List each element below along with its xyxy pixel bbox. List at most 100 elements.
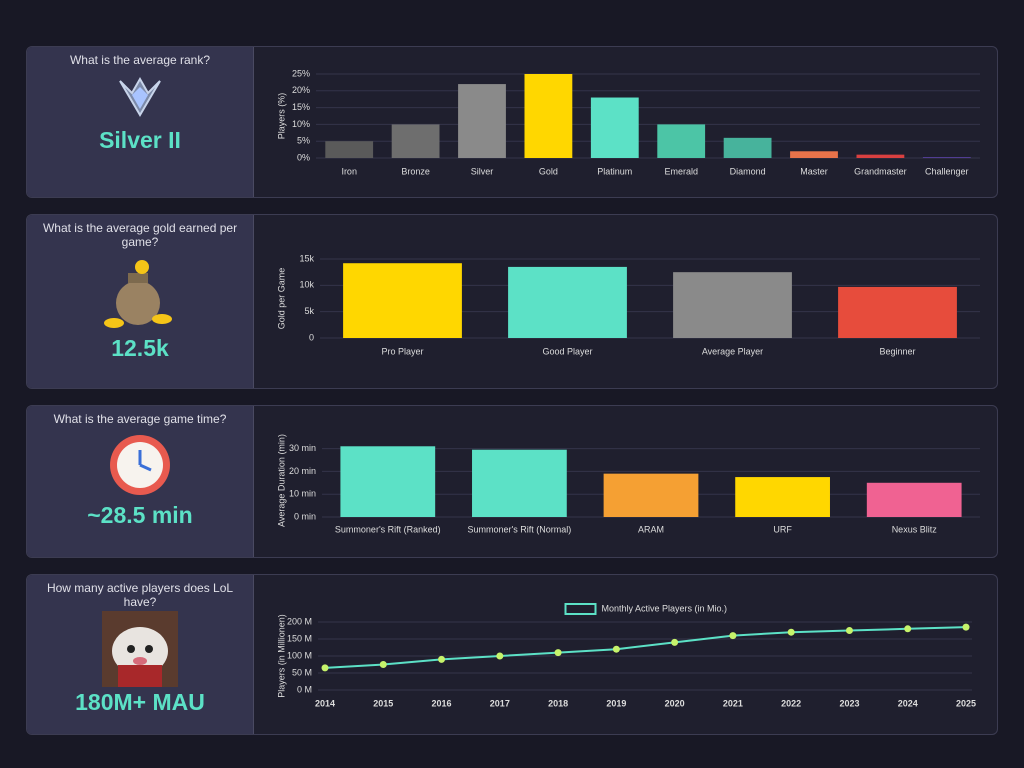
bar (922, 157, 971, 158)
y-tick-label: 10 min (289, 489, 316, 499)
answer: 180M+ MAU (75, 689, 205, 715)
y-tick-label: 200 M (287, 616, 312, 626)
bar (391, 124, 440, 158)
x-tick-label: Good Player (542, 346, 592, 356)
clock (110, 435, 170, 495)
x-tick-label: 2019 (606, 698, 626, 708)
line (324, 626, 967, 669)
y-tick-label: 10k (299, 280, 314, 290)
x-tick-label: 2015 (373, 698, 393, 708)
x-tick-label: 2024 (898, 698, 918, 708)
y-tick-label: 0 min (294, 511, 316, 521)
gold-bag (104, 260, 172, 328)
x-tick-label: Beginner (879, 346, 915, 356)
bar (723, 137, 772, 158)
x-tick-label: ARAM (638, 524, 664, 534)
x-tick-label: Summoner's Rift (Normal) (468, 524, 572, 534)
x-tick-label: Summoner's Rift (Ranked) (335, 524, 441, 534)
question: What is the average game time? (53, 412, 227, 426)
x-tick-label: Diamond (730, 166, 766, 176)
point (321, 664, 329, 672)
bar (790, 151, 838, 158)
y-axis-title: Average Duration (min) (276, 434, 286, 527)
point (962, 623, 970, 631)
bar (343, 263, 462, 338)
x-tick-label: Gold (539, 166, 558, 176)
x-tick-label: Bronze (401, 166, 430, 176)
bar (838, 286, 957, 338)
question: What is the average gold earned per game… (42, 221, 238, 249)
y-tick-label: 20 min (289, 466, 316, 476)
x-tick-label: 2017 (490, 698, 510, 708)
y-axis-title: Players (%) (276, 93, 286, 140)
x-tick-label: Grandmaster (854, 166, 907, 176)
x-tick-label: 2021 (723, 698, 743, 708)
time-panel: What is the average game time? ~28.5 min (27, 406, 254, 557)
y-tick-label: 100 M (287, 650, 312, 660)
y-tick-label: 15% (292, 102, 310, 112)
y-tick-label: 25% (292, 68, 310, 78)
x-tick-label: 2025 (956, 698, 976, 708)
x-tick-label: Platinum (597, 166, 632, 176)
y-tick-label: 10% (292, 119, 310, 129)
bar (866, 482, 962, 517)
chart: Players (%) 0% 5% 10% 15% 20% 25% Iron Bronze Sil… (276, 68, 980, 176)
bar (735, 477, 830, 517)
rank-card: What is the average rank? Silver II Play… (26, 46, 998, 198)
bar (472, 449, 567, 517)
bar (856, 154, 905, 158)
x-tick-label: 2018 (548, 698, 568, 708)
rank-panel: What is the average rank? Silver II (27, 47, 254, 197)
gold-panel: What is the average gold earned per game… (27, 215, 254, 388)
point (787, 628, 795, 636)
bar (673, 272, 792, 338)
legend-label: Monthly Active Players (in Mio.) (602, 603, 728, 613)
point (671, 638, 679, 646)
y-tick-label: 0% (297, 152, 310, 162)
bar (524, 74, 573, 158)
chart: Gold per Game 0 5k 10k 15k Pro Player Good Pla… (276, 253, 980, 356)
time-card: What is the average game time? ~28.5 min… (26, 405, 998, 558)
players-panel: How many active players does LoL have? 1… (27, 575, 254, 734)
bar (340, 446, 436, 517)
x-tick-label: Pro Player (381, 346, 423, 356)
x-tick-label: Silver (471, 166, 494, 176)
y-tick-label: 5k (304, 306, 314, 316)
x-tick-label: 2020 (665, 698, 685, 708)
point (904, 625, 912, 633)
answer: 12.5k (111, 335, 169, 361)
bar (325, 141, 374, 158)
answer: Silver II (99, 127, 181, 153)
x-tick-label: Average Player (702, 346, 763, 356)
point (379, 661, 387, 668)
x-tick-label: Challenger (925, 166, 969, 176)
x-tick-label: URF (773, 524, 792, 534)
point (496, 652, 504, 660)
point (729, 632, 737, 640)
gold-card: What is the average gold earned per game… (26, 214, 998, 389)
y-tick-label: 50 M (292, 667, 312, 677)
bar (458, 84, 506, 158)
poro-image (102, 611, 178, 687)
x-tick-label: 2014 (315, 698, 335, 708)
y-tick-label: 0 (309, 332, 314, 342)
y-axis-title: Players (in Millionen) (276, 614, 286, 698)
point (438, 655, 446, 663)
x-tick-label: 2016 (432, 698, 452, 708)
question: How many active players does LoL have? (46, 581, 234, 609)
chart: Average Duration (min) 0 min 10 min 20 min 3… (276, 434, 980, 534)
bar (590, 97, 639, 158)
players-card: How many active players does LoL have? 1… (26, 574, 998, 735)
bar (657, 124, 706, 158)
y-axis-title: Gold per Game (276, 268, 286, 330)
x-tick-label: 2022 (781, 698, 801, 708)
rank-emblem (119, 76, 161, 117)
y-tick-label: 0 M (297, 684, 312, 694)
y-tick-label: 150 M (287, 633, 312, 643)
y-tick-label: 30 min (289, 443, 316, 453)
x-tick-label: Master (800, 166, 828, 176)
legend-swatch (564, 603, 597, 615)
x-tick-label: Iron (341, 166, 357, 176)
bar (508, 266, 627, 338)
